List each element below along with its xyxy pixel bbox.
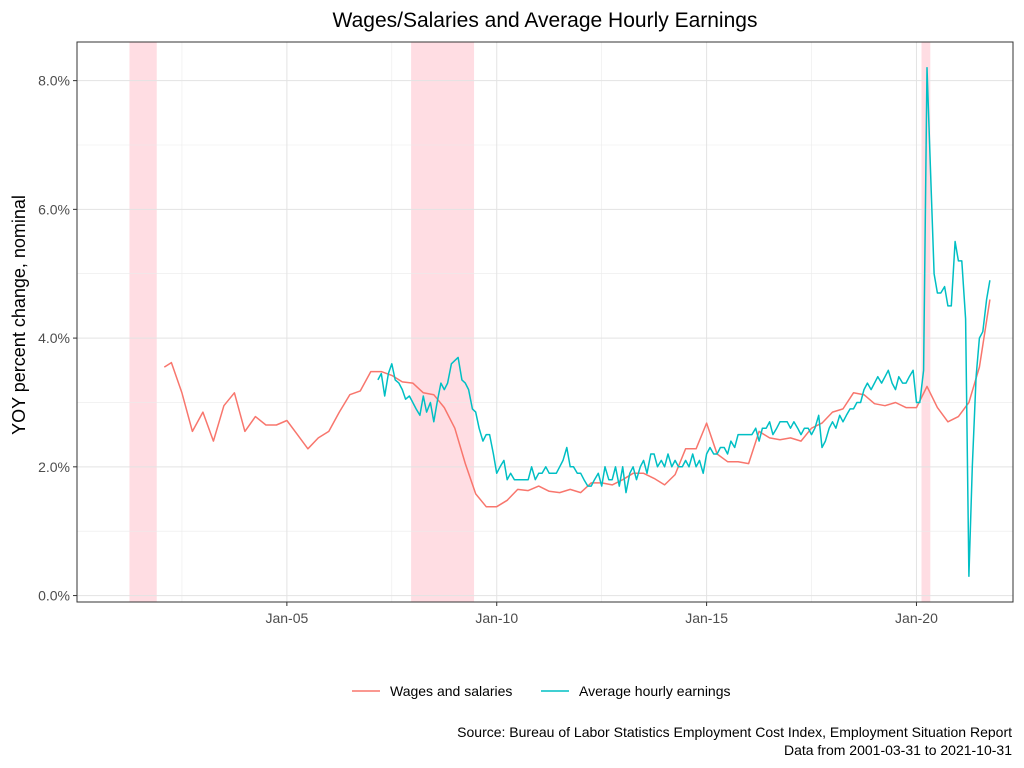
x-tick-label: Jan-05 bbox=[265, 610, 308, 626]
y-tick-label: 2.0% bbox=[38, 459, 70, 475]
y-tick-label: 0.0% bbox=[38, 588, 70, 604]
series-line-wages bbox=[163, 299, 991, 508]
chart-title: Wages/Salaries and Average Hourly Earnin… bbox=[333, 9, 758, 32]
date-range-caption: Data from 2001-03-31 to 2021-10-31 bbox=[784, 742, 1012, 758]
plot-area: 0.0% 2.0% 4.0% 6.0% 8.0% Jan-05 Jan-10 Jan-15 Ja… bbox=[38, 41, 1014, 626]
legend-label-hourly-earnings: Average hourly earnings bbox=[579, 683, 731, 699]
legend-label-wages: Wages and salaries bbox=[390, 683, 512, 699]
x-tick-label: Jan-10 bbox=[475, 610, 518, 626]
legend: Wages and salaries Average hourly earnin… bbox=[352, 683, 731, 699]
x-tick-label: Jan-15 bbox=[685, 610, 728, 626]
y-tick-label: 6.0% bbox=[38, 201, 70, 217]
recession-band-2 bbox=[411, 42, 475, 602]
series-line-hourly-earnings bbox=[377, 66, 991, 578]
plot-panel bbox=[77, 42, 1013, 602]
source-caption: Source: Bureau of Labor Statistics Emplo… bbox=[457, 724, 1012, 740]
y-tick-label: 8.0% bbox=[38, 73, 70, 89]
series-lines bbox=[163, 66, 991, 578]
recession-band-1 bbox=[129, 42, 157, 602]
plot-border bbox=[76, 41, 1014, 603]
recession-band-3 bbox=[921, 42, 931, 602]
y-tick-label: 4.0% bbox=[38, 330, 70, 346]
y-axis-label: YOY percent change, nominal bbox=[9, 195, 29, 435]
x-tick-label: Jan-20 bbox=[895, 610, 938, 626]
grid-lines bbox=[77, 42, 1013, 602]
recession-shading bbox=[129, 42, 931, 602]
axis-ticks: 0.0% 2.0% 4.0% 6.0% 8.0% Jan-05 Jan-10 Jan-15 Ja… bbox=[38, 73, 938, 626]
